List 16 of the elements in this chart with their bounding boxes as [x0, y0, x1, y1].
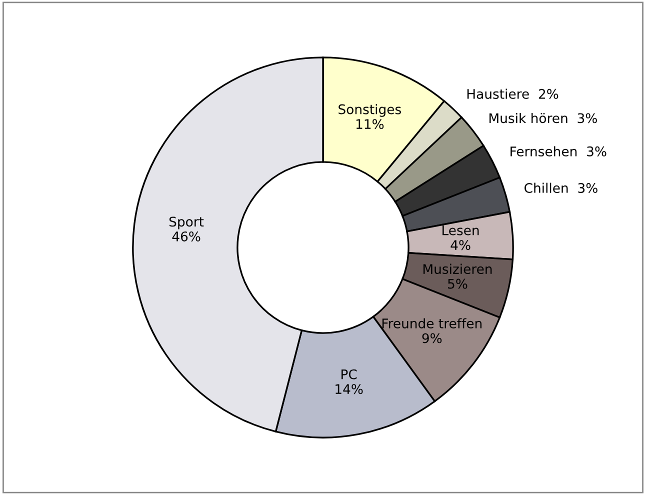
slice-label: Fernsehen 3%	[510, 146, 606, 156]
data-label: 46%	[172, 231, 200, 242]
slice-label: PC	[342, 369, 357, 380]
slice-label: Musizieren	[423, 264, 492, 274]
slice-label: Sonstiges	[338, 104, 401, 117]
slice-label: Haustiere 2%	[467, 88, 558, 99]
slice-label: Sport	[169, 216, 204, 230]
data-label: 4%	[450, 240, 470, 250]
data-label: 5%	[448, 278, 468, 289]
data-label: 14%	[336, 384, 363, 394]
data-label: 11%	[356, 119, 384, 130]
slice-label: Freunde treffen	[382, 318, 482, 328]
slice-label: Musik hören 3%	[490, 112, 597, 124]
slice-label: Chillen 3%	[524, 182, 598, 193]
slice-label: Lesen	[442, 225, 479, 236]
data-label: 9%	[422, 333, 442, 344]
